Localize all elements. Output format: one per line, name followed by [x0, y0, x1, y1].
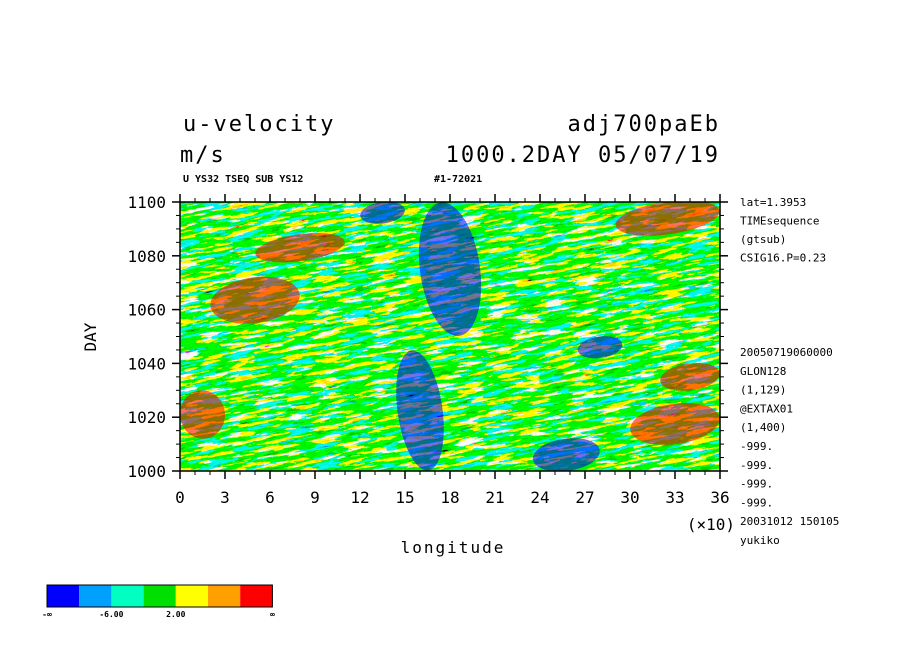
x-multiplier-label: (×10) — [687, 515, 735, 534]
colorbar-swatch — [175, 585, 208, 607]
y-tick-label: 1040 — [127, 354, 166, 373]
x-tick-label: 12 — [350, 488, 369, 507]
info-block-top: lat=1.3953 TIMEsequence (gtsub) CSIG16.P=0.… — [740, 196, 826, 265]
dataset-name: adj700paEb — [568, 112, 720, 137]
info-line-top: (gtsub) — [740, 233, 786, 246]
y-axis-label: DAY — [81, 322, 100, 351]
y-tick-label: 1020 — [127, 408, 166, 427]
y-tick-label: 1100 — [127, 193, 166, 212]
y-tick-label: 1080 — [127, 247, 166, 266]
info-line-bottom: 20050719060000 — [740, 346, 833, 359]
x-tick-label: 3 — [220, 488, 230, 507]
info-line-bottom: -999. — [740, 478, 773, 491]
heatmap-region-10 — [660, 362, 720, 391]
colorbar-label: -∞ — [42, 610, 52, 619]
info-block-bottom: 20050719060000 GLON128 (1,129) @EXTAX01 (1,4… — [740, 346, 839, 547]
info-line-bottom: (1,400) — [740, 421, 786, 434]
x-tick-label: 15 — [395, 488, 414, 507]
x-tick-label: 6 — [265, 488, 275, 507]
heatmap-plot — [180, 202, 720, 471]
subtitle-left: U YS32 TSEQ SUB YS12 — [183, 174, 303, 185]
heatmap-region-6 — [180, 390, 226, 439]
colorbar-label: -6.00 — [99, 610, 123, 619]
x-tick-label: 24 — [530, 488, 549, 507]
colorbar-swatch — [47, 585, 80, 607]
subtitle-right: #1-72021 — [434, 174, 482, 185]
colorbar-label: 2.00 — [166, 610, 185, 619]
heatmap-regions — [180, 202, 720, 471]
info-line-top: CSIG16.P=0.23 — [740, 252, 826, 265]
x-tick-label: 0 — [175, 488, 185, 507]
info-line-bottom: 20031012 150105 — [740, 515, 839, 528]
colorbar-frame — [46, 584, 273, 608]
heatmap-region-5 — [210, 276, 300, 324]
info-line-bottom: @EXTAX01 — [740, 402, 793, 415]
colorbar-swatch — [79, 585, 112, 607]
y-tick-label: 1000 — [127, 462, 166, 481]
x-tick-label: 9 — [310, 488, 320, 507]
info-line-bottom: (1,129) — [740, 384, 786, 397]
colorbar-swatch — [111, 585, 144, 607]
y-tick-label: 1060 — [127, 301, 166, 320]
info-line-bottom: -999. — [740, 496, 773, 509]
heatmap-region-2 — [577, 336, 623, 359]
heatmap-region-9 — [255, 233, 345, 263]
info-line-bottom: -999. — [740, 459, 773, 472]
chart-title: u-velocity — [183, 112, 335, 137]
colorbar-label: ∞ — [270, 610, 275, 619]
x-axis-label: longitude — [401, 538, 506, 557]
info-line-bottom: yukiko — [740, 534, 780, 547]
colorbar-swatch — [143, 585, 176, 607]
heatmap-region-1 — [418, 202, 482, 336]
colorbar-swatch — [240, 585, 273, 607]
info-line-top: lat=1.3953 — [740, 196, 806, 209]
x-tick-label: 21 — [485, 488, 504, 507]
x-tick-label: 33 — [665, 488, 684, 507]
colorbar-swatch — [208, 585, 241, 607]
colorbar: -∞ -6.00 2.00 ∞ — [42, 584, 275, 619]
units-label: m/s — [180, 143, 226, 168]
heatmap-region-8 — [630, 402, 720, 445]
x-tick-label: 36 — [710, 488, 729, 507]
heatmap-field — [180, 202, 720, 471]
heatmap-region-3 — [360, 202, 405, 224]
heatmap-region-4 — [532, 438, 600, 471]
info-line-bottom: GLON128 — [740, 365, 786, 378]
date-label: 1000.2DAY 05/07/19 — [446, 143, 720, 168]
info-line-top: TIMEsequence — [740, 215, 819, 228]
axes: 0 3 6 9 12 15 18 21 24 27 30 33 36100010201040106010… — [127, 193, 729, 507]
x-tick-label: 27 — [575, 488, 594, 507]
info-line-bottom: -999. — [740, 440, 773, 453]
x-tick-label: 18 — [440, 488, 459, 507]
heatmap-region-7 — [615, 202, 720, 236]
x-tick-label: 30 — [620, 488, 639, 507]
heatmap-region-0 — [396, 350, 444, 471]
